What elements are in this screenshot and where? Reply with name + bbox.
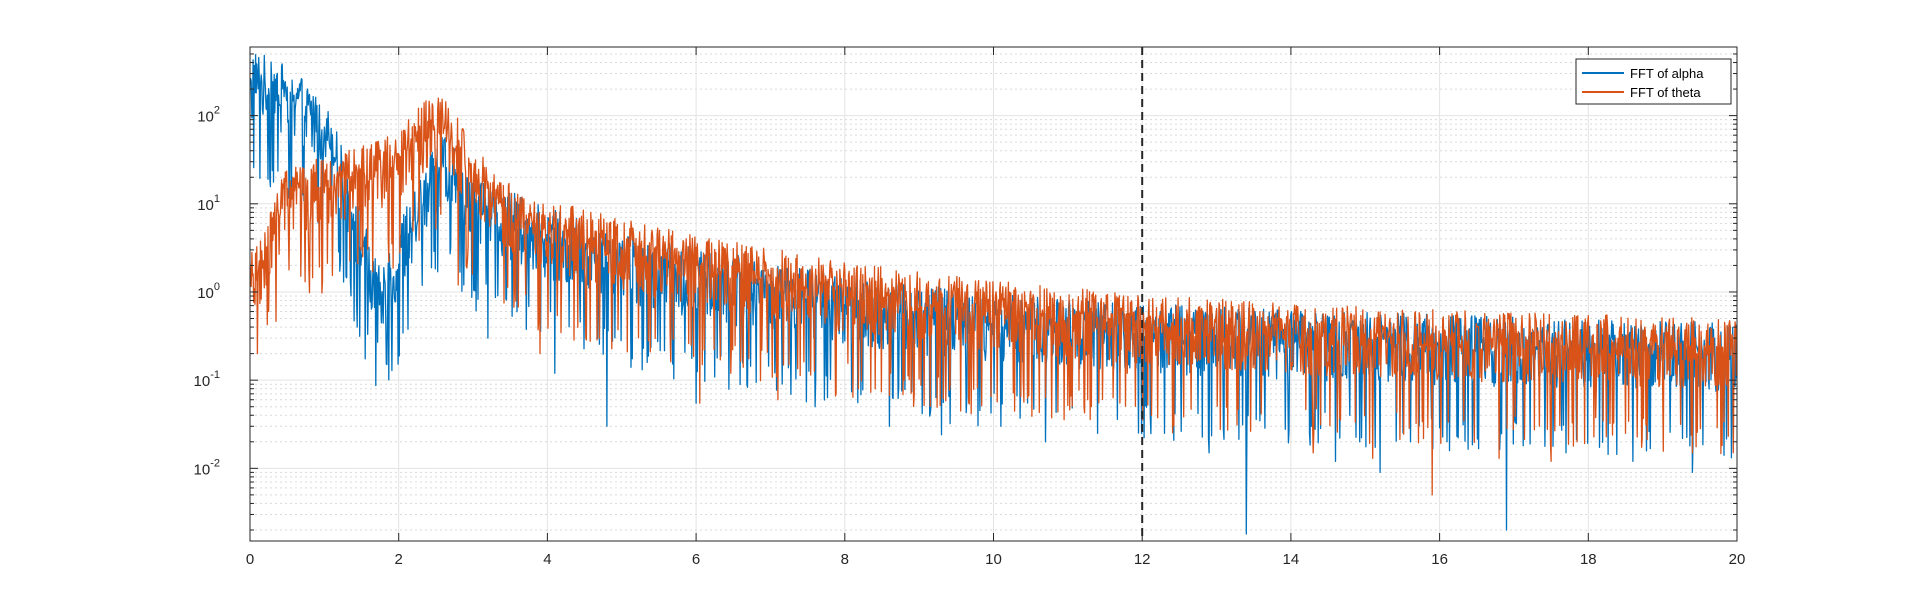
legend-box [1575,58,1732,105]
x-tick-label: 20 [1729,551,1746,568]
y-tick-label: 101 [197,193,220,214]
axis-ticks [249,47,1738,541]
x-tick-label: 16 [1431,551,1448,568]
x-tick-label: 4 [543,551,551,568]
x-tick-label: 6 [692,551,700,568]
legend[interactable]: FFT of alpha FFT of theta [1575,58,1732,105]
x-tick-labels: 0 2 4 6 8 10 12 14 16 18 20 [246,551,1746,568]
x-tick-label: 0 [246,551,254,568]
y-tick-label: 10-1 [194,369,220,390]
x-tick-label: 10 [985,551,1002,568]
y-tick-label: 100 [197,281,220,302]
x-tick-label: 18 [1580,551,1597,568]
x-tick-label: 8 [841,551,849,568]
series-layer [250,54,1737,535]
legend-label-theta: FFT of theta [1630,85,1701,100]
x-tick-label: 14 [1283,551,1300,568]
y-tick-labels: 10-2 10-1 100 101 102 [194,105,220,479]
x-tick-label: 2 [395,551,403,568]
y-tick-label: 10-2 [194,457,220,478]
x-tick-label: 12 [1134,551,1151,568]
legend-label-alpha: FFT of alpha [1630,66,1704,81]
y-tick-label: 102 [197,105,220,126]
series-line-theta [250,97,1737,496]
